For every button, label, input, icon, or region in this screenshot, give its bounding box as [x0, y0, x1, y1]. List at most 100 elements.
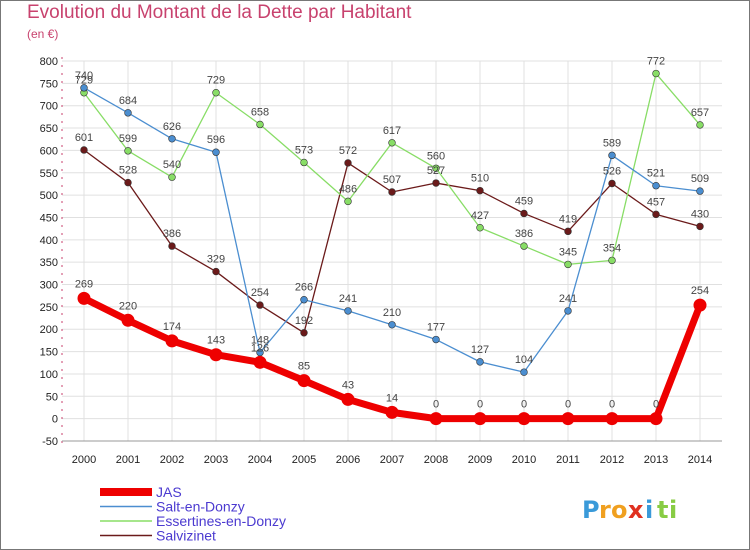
data-point [429, 412, 443, 426]
data-label: 507 [383, 174, 401, 186]
data-point [564, 260, 572, 269]
x-tick-label: 2002 [160, 454, 184, 466]
legend-label: JAS [156, 484, 182, 500]
data-label: 528 [119, 165, 137, 177]
x-tick-label: 2004 [248, 454, 272, 466]
data-label: 626 [163, 121, 181, 133]
y-tick-label: 700 [40, 101, 58, 113]
data-label: 210 [383, 307, 401, 319]
y-tick-label: -50 [42, 436, 58, 448]
data-label: 509 [691, 173, 709, 185]
data-point [608, 151, 616, 160]
data-label: 0 [653, 399, 659, 411]
data-point [476, 358, 484, 366]
data-point [344, 307, 352, 315]
data-label: 658 [251, 106, 269, 118]
data-label: 143 [207, 335, 225, 347]
data-point [80, 84, 88, 92]
x-tick-label: 2009 [468, 454, 492, 466]
chart-title: Evolution du Montant de la Dette par Hab… [27, 2, 412, 23]
data-label: 148 [251, 334, 269, 346]
y-tick-label: 50 [46, 391, 58, 403]
data-label: 729 [207, 75, 225, 87]
data-point [344, 159, 352, 167]
y-tick-label: 350 [40, 257, 58, 269]
series-lines [77, 69, 707, 426]
data-label: 0 [565, 399, 571, 411]
data-label: 526 [603, 165, 621, 177]
data-label: 521 [647, 168, 665, 180]
data-label: 192 [295, 315, 313, 327]
data-label: 772 [647, 56, 665, 68]
data-point [165, 334, 179, 348]
data-point [344, 197, 352, 206]
data-label: 43 [342, 379, 354, 391]
data-label: 266 [295, 282, 313, 294]
data-label: 459 [515, 195, 533, 207]
chart-subtitle: (en €) [27, 27, 59, 41]
data-label: 269 [75, 278, 93, 290]
data-label: 430 [691, 208, 709, 220]
x-tick-label: 2001 [116, 454, 140, 466]
data-point [212, 267, 220, 276]
x-tick-label: 2000 [72, 454, 96, 466]
data-point [561, 412, 575, 426]
data-point [696, 121, 704, 129]
x-tick-label: 2003 [204, 454, 228, 466]
data-point [300, 329, 308, 337]
x-tick-label: 2011 [556, 454, 580, 466]
y-tick-label: 800 [40, 56, 58, 68]
data-label: 573 [295, 144, 313, 156]
data-point [80, 146, 88, 154]
data-label: 0 [609, 399, 615, 411]
data-point [168, 242, 176, 250]
data-point [476, 224, 484, 232]
data-label: 617 [383, 125, 401, 137]
data-label: 0 [433, 399, 439, 411]
data-point [256, 120, 264, 129]
data-label: 740 [75, 70, 93, 82]
y-tick-label: 100 [40, 369, 58, 381]
data-point [608, 179, 616, 188]
y-tick-label: 650 [40, 123, 58, 135]
x-tick-label: 2013 [644, 454, 668, 466]
y-tick-label: 600 [40, 145, 58, 157]
data-point [520, 242, 528, 250]
data-point [649, 412, 663, 426]
data-label: 241 [339, 293, 357, 305]
logo-letter: i [645, 496, 653, 524]
data-point [253, 355, 267, 369]
data-label: 104 [515, 354, 533, 366]
x-tick-label: 2007 [380, 454, 404, 466]
data-label: 254 [251, 287, 269, 299]
data-label: 174 [163, 321, 181, 333]
data-point [696, 187, 704, 195]
data-point [388, 321, 396, 329]
logo-letter: t [657, 496, 668, 524]
y-tick-label: 0 [52, 414, 58, 426]
data-label: 0 [521, 399, 527, 411]
data-point [652, 210, 660, 219]
data-label: 599 [119, 133, 137, 145]
grid-lines [62, 60, 722, 442]
data-point [432, 164, 440, 172]
data-point [300, 296, 308, 304]
axes: -50 0 50 100 150 200 250 300 350 400 450 500 550 600 6… [40, 56, 722, 466]
data-label: 345 [559, 246, 577, 258]
legend-label: Salt-en-Donzy [156, 499, 245, 515]
data-point [124, 178, 132, 187]
data-point [300, 158, 308, 167]
data-label: 177 [427, 322, 445, 334]
data-label: 572 [339, 145, 357, 157]
data-labels: 601 528 386 329 254 192 572 507 527 510 459 419 526 4… [75, 56, 709, 411]
data-label: 684 [119, 95, 137, 107]
y-tick-label: 450 [40, 212, 58, 224]
data-label: 486 [339, 183, 357, 195]
data-label: 657 [691, 107, 709, 119]
data-point [297, 374, 311, 388]
data-label: 354 [603, 242, 621, 254]
data-point [432, 179, 440, 187]
data-label: 589 [603, 137, 621, 149]
